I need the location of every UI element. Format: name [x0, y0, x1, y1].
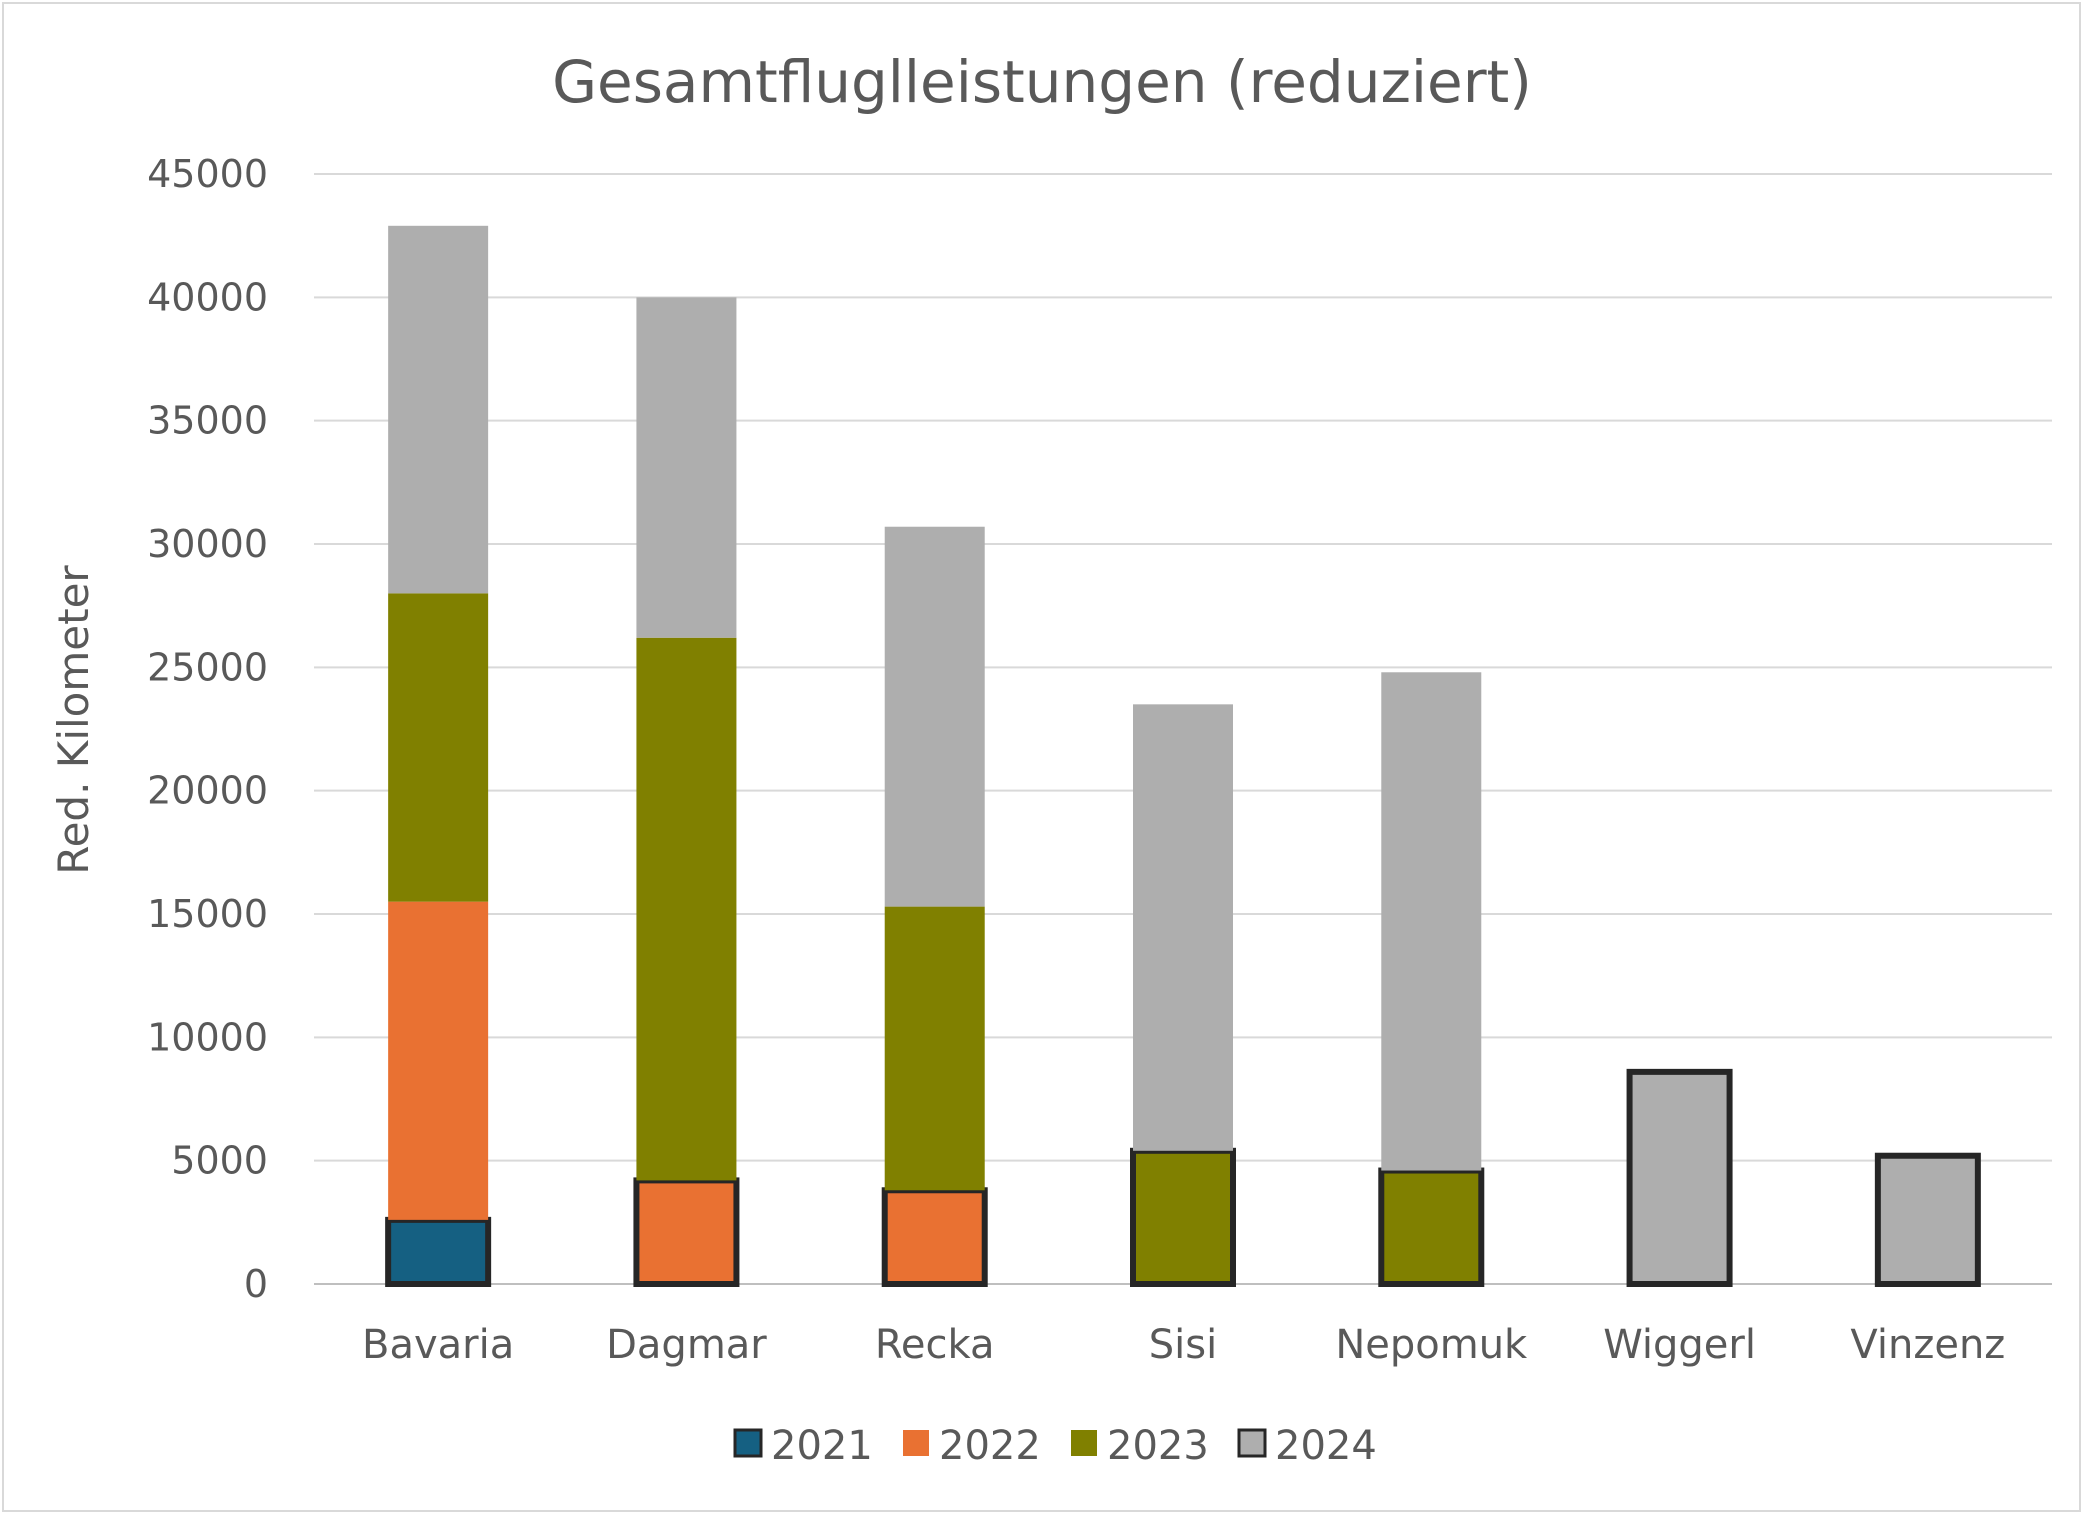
bar-wiggerl-2024 — [1626, 1068, 1733, 1288]
y-tick-label: 10000 — [147, 1015, 268, 1059]
category-label-bavaria: Bavaria — [362, 1322, 514, 1368]
bar-sisi-2023 — [1130, 1147, 1236, 1288]
bar-vinzenz-2024 — [1874, 1152, 1981, 1287]
category-label-vinzenz: Vinzenz — [1850, 1322, 2005, 1368]
category-label-recka: Recka — [875, 1322, 995, 1368]
legend: 2021 2022 2023 2024 — [733, 1423, 1377, 1469]
bar-bavaria-2024 — [388, 225, 489, 594]
legend-swatch-2022 — [903, 1430, 929, 1456]
category-label-dagmar: Dagmar — [606, 1322, 767, 1368]
y-tick-label: 40000 — [147, 275, 268, 319]
gridlines — [314, 173, 2052, 1285]
y-tick-label: 30000 — [147, 522, 268, 566]
bar-recka-2022 — [881, 1187, 988, 1288]
legend-label-2022: 2022 — [939, 1423, 1041, 1469]
y-axis-label: Red. Kilometer — [49, 565, 98, 875]
bar-nepomuk-2023 — [1378, 1167, 1485, 1287]
category-label-wiggerl: Wiggerl — [1603, 1322, 1756, 1368]
category-label-nepomuk: Nepomuk — [1335, 1322, 1528, 1368]
legend-swatch-2023 — [1071, 1430, 1097, 1456]
y-tick-label: 5000 — [171, 1139, 268, 1183]
legend-label-2023: 2023 — [1107, 1423, 1209, 1469]
bar-dagmar-2022 — [633, 1177, 740, 1288]
y-tick-label: 35000 — [147, 399, 268, 443]
chart-title: Gesamtfluglleistungen (reduziert) — [552, 48, 1532, 116]
bar-sisi-2024 — [1133, 704, 1233, 1151]
legend-label-2024: 2024 — [1275, 1423, 1377, 1469]
y-tick-label: 25000 — [147, 645, 268, 689]
bar-dagmar-2023 — [636, 637, 737, 1181]
y-tick-label: 45000 — [147, 152, 268, 196]
category-labels: Bavaria Dagmar Recka Sisi Nepomuk Wiggerl Vinz… — [362, 1322, 2005, 1368]
bar-dagmar-2024 — [636, 297, 737, 638]
legend-swatch-2021 — [733, 1428, 763, 1458]
legend-swatch-2024 — [1237, 1428, 1267, 1458]
bar-nepomuk-2024 — [1381, 672, 1482, 1171]
legend-label-2021: 2021 — [771, 1423, 873, 1469]
bar-bavaria-2021 — [385, 1216, 492, 1288]
bar-bavaria-2022 — [388, 901, 489, 1220]
y-tick-labels: 0 5000 10000 15000 20000 25000 30000 35000 40000… — [147, 152, 268, 1306]
bars — [385, 225, 1981, 1288]
bar-bavaria-2023 — [388, 593, 489, 902]
category-label-sisi: Sisi — [1149, 1322, 1217, 1368]
bar-recka-2023 — [884, 906, 985, 1191]
y-tick-label: 20000 — [147, 769, 268, 813]
bar-recka-2024 — [884, 526, 985, 907]
y-tick-label: 0 — [244, 1262, 268, 1306]
y-tick-label: 15000 — [147, 892, 268, 936]
